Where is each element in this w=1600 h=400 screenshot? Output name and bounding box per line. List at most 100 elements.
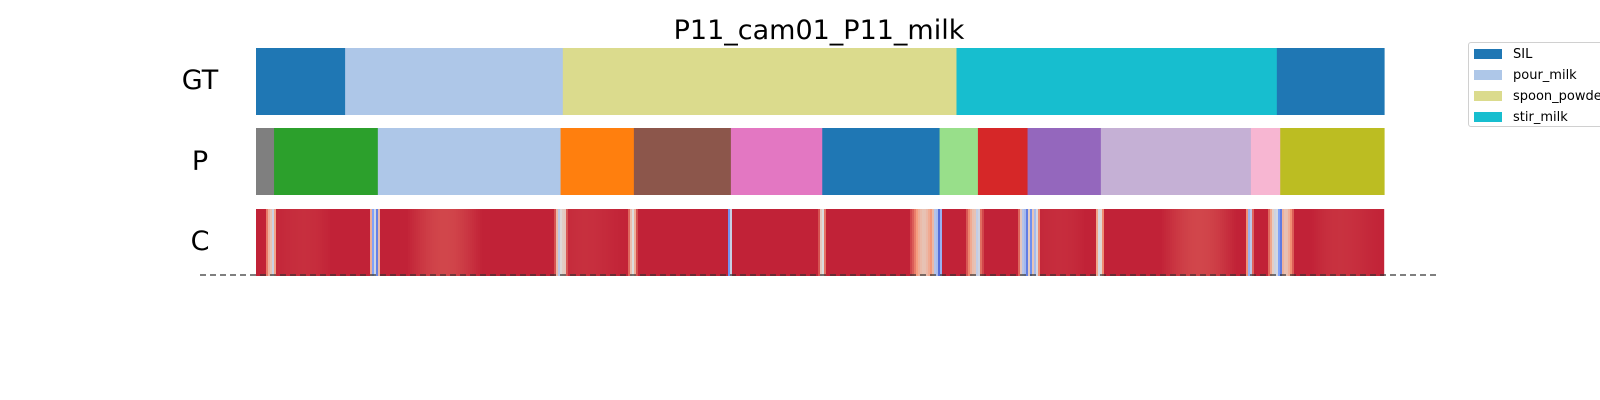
confidence-cell xyxy=(1096,209,1099,276)
prediction-segment-9 xyxy=(1027,128,1102,195)
confidence-cell xyxy=(458,209,461,276)
confidence-cell xyxy=(1134,209,1137,276)
confidence-cell xyxy=(448,209,451,276)
confidence-cell xyxy=(616,209,619,276)
confidence-cell xyxy=(1130,209,1133,276)
confidence-cell xyxy=(554,209,557,276)
confidence-cell xyxy=(1074,209,1077,276)
confidence-cell xyxy=(342,209,345,276)
confidence-cell xyxy=(880,209,883,276)
confidence-cell xyxy=(1126,209,1129,276)
confidence-cell xyxy=(742,209,745,276)
confidence-cell xyxy=(424,209,427,276)
confidence-cell xyxy=(1002,209,1005,276)
confidence-cell xyxy=(796,209,799,276)
confidence-cell xyxy=(704,209,707,276)
confidence-cell xyxy=(824,209,827,276)
confidence-cell xyxy=(348,209,351,276)
confidence-cell xyxy=(356,209,359,276)
confidence-cell xyxy=(916,209,919,276)
confidence-cell xyxy=(504,209,507,276)
confidence-cell xyxy=(898,209,901,276)
confidence-cell xyxy=(1338,209,1341,276)
confidence-cell xyxy=(852,209,855,276)
confidence-cell xyxy=(1304,209,1307,276)
confidence-cell xyxy=(986,209,989,276)
confidence-cell xyxy=(470,209,473,276)
confidence-cell xyxy=(520,209,523,276)
confidence-cell xyxy=(568,209,571,276)
confidence-cell xyxy=(630,209,633,276)
confidence-cell xyxy=(906,209,909,276)
confidence-cell xyxy=(362,209,365,276)
confidence-cell xyxy=(672,209,675,276)
confidence-cell xyxy=(920,209,923,276)
confidence-cell xyxy=(412,209,415,276)
confidence-cell xyxy=(1312,209,1315,276)
confidence-cell xyxy=(882,209,885,276)
confidence-cell xyxy=(876,209,879,276)
confidence-cell xyxy=(1108,209,1111,276)
confidence-cell xyxy=(510,209,513,276)
confidence-cell xyxy=(1092,209,1095,276)
confidence-cell xyxy=(278,209,281,276)
confidence-cell xyxy=(1346,209,1349,276)
confidence-cell xyxy=(1160,209,1163,276)
legend-label: pour_milk xyxy=(1513,67,1577,83)
confidence-cell xyxy=(828,209,831,276)
confidence-cell xyxy=(900,209,903,276)
confidence-cell xyxy=(464,209,467,276)
confidence-cell xyxy=(1082,209,1085,276)
confidence-cell xyxy=(370,209,373,276)
confidence-cell xyxy=(692,209,695,276)
confidence-cell xyxy=(794,209,797,276)
confidence-cell xyxy=(1328,209,1331,276)
confidence-cell xyxy=(1024,209,1027,276)
confidence-cell xyxy=(1172,209,1175,276)
confidence-cell xyxy=(1332,209,1335,276)
confidence-cell xyxy=(1262,209,1265,276)
confidence-cell xyxy=(848,209,851,276)
confidence-cell xyxy=(740,209,743,276)
confidence-cell xyxy=(1228,209,1231,276)
confidence-cell xyxy=(548,209,551,276)
confidence-cell xyxy=(918,209,921,276)
confidence-cell xyxy=(1306,209,1309,276)
confidence-cell xyxy=(300,209,303,276)
confidence-cell xyxy=(302,209,305,276)
confidence-cell xyxy=(820,209,823,276)
confidence-cell xyxy=(784,209,787,276)
confidence-cell xyxy=(1218,209,1221,276)
confidence-cell xyxy=(352,209,355,276)
confidence-cell xyxy=(336,209,339,276)
confidence-cell xyxy=(942,209,945,276)
confidence-cell xyxy=(790,209,793,276)
prediction-segment-4 xyxy=(633,128,732,195)
confidence-cell xyxy=(888,209,891,276)
confidence-cell xyxy=(312,209,315,276)
confidence-cell xyxy=(610,209,613,276)
prediction-segment-6 xyxy=(822,128,941,195)
confidence-cell xyxy=(1220,209,1223,276)
confidence-cell xyxy=(518,209,521,276)
confidence-cell xyxy=(650,209,653,276)
confidence-cell xyxy=(444,209,447,276)
confidence-cell xyxy=(1066,209,1069,276)
confidence-cell xyxy=(1124,209,1127,276)
confidence-cell xyxy=(910,209,913,276)
confidence-cell xyxy=(1208,209,1211,276)
confidence-cell xyxy=(1244,209,1247,276)
confidence-cell xyxy=(952,209,955,276)
confidence-cell xyxy=(606,209,609,276)
confidence-cell xyxy=(832,209,835,276)
confidence-cell xyxy=(930,209,933,276)
confidence-cell xyxy=(1192,209,1195,276)
confidence-cell xyxy=(904,209,907,276)
confidence-cell xyxy=(1006,209,1009,276)
confidence-cell xyxy=(290,209,293,276)
confidence-cell xyxy=(416,209,419,276)
confidence-cell xyxy=(1154,209,1157,276)
legend-item: stir_milk xyxy=(1474,107,1568,126)
confidence-cell xyxy=(926,209,929,276)
confidence-cell xyxy=(760,209,763,276)
